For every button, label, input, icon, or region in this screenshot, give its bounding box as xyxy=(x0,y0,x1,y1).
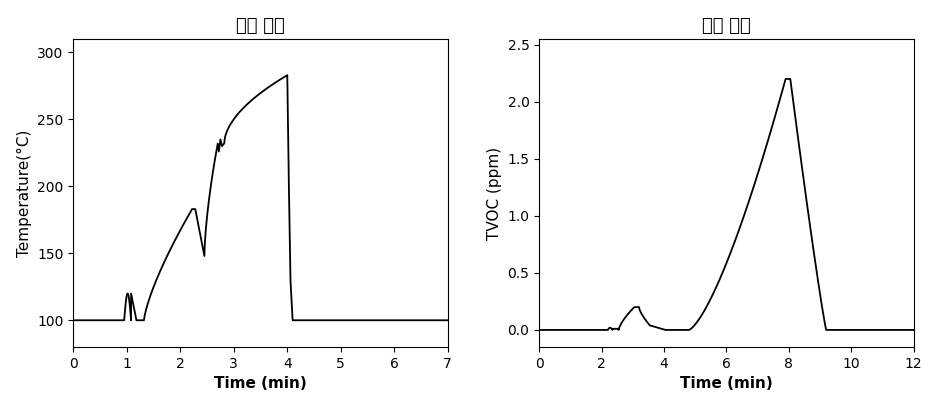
Title: 감지 특성: 감지 특성 xyxy=(702,17,750,35)
X-axis label: Time (min): Time (min) xyxy=(214,376,307,391)
X-axis label: Time (min): Time (min) xyxy=(680,376,773,391)
Y-axis label: TVOC (ppm): TVOC (ppm) xyxy=(486,146,501,239)
Title: 발열 특성: 발열 특성 xyxy=(237,17,285,35)
Y-axis label: Temperature(°C): Temperature(°C) xyxy=(17,129,32,257)
